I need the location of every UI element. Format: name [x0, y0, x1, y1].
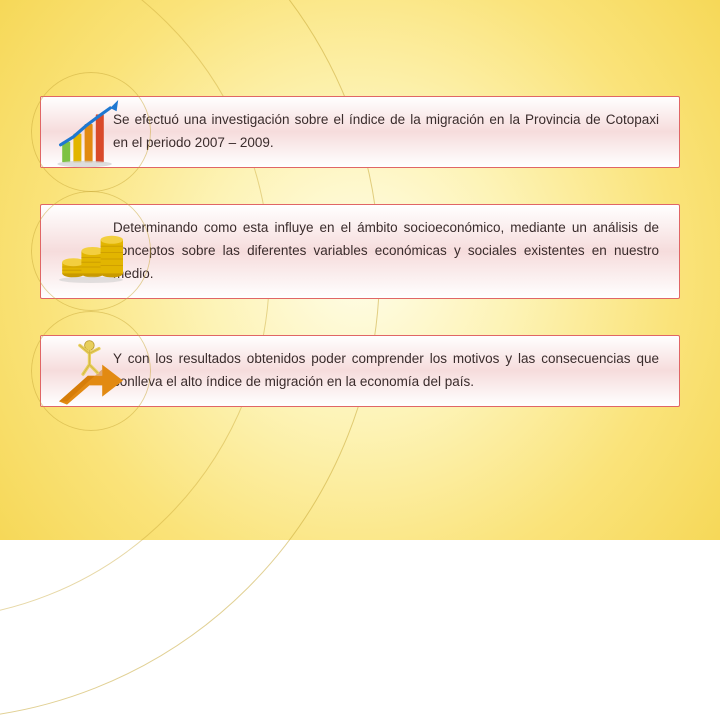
info-card-1: Se efectuó una investigación sobre el ín… [40, 96, 680, 168]
content-area: Se efectuó una investigación sobre el ín… [0, 0, 720, 540]
info-card-2: Determinando como esta influye en el ámb… [40, 204, 680, 299]
info-card-3: Y con los resultados obtenidos poder com… [40, 335, 680, 407]
growth-chart-icon [31, 72, 151, 192]
card-text: Y con los resultados obtenidos poder com… [113, 351, 659, 389]
card-text: Determinando como esta influye en el ámb… [113, 220, 659, 281]
card-text: Se efectuó una investigación sobre el ín… [113, 112, 659, 150]
coin-stacks-icon [31, 191, 151, 311]
arrow-figure-icon [31, 311, 151, 431]
